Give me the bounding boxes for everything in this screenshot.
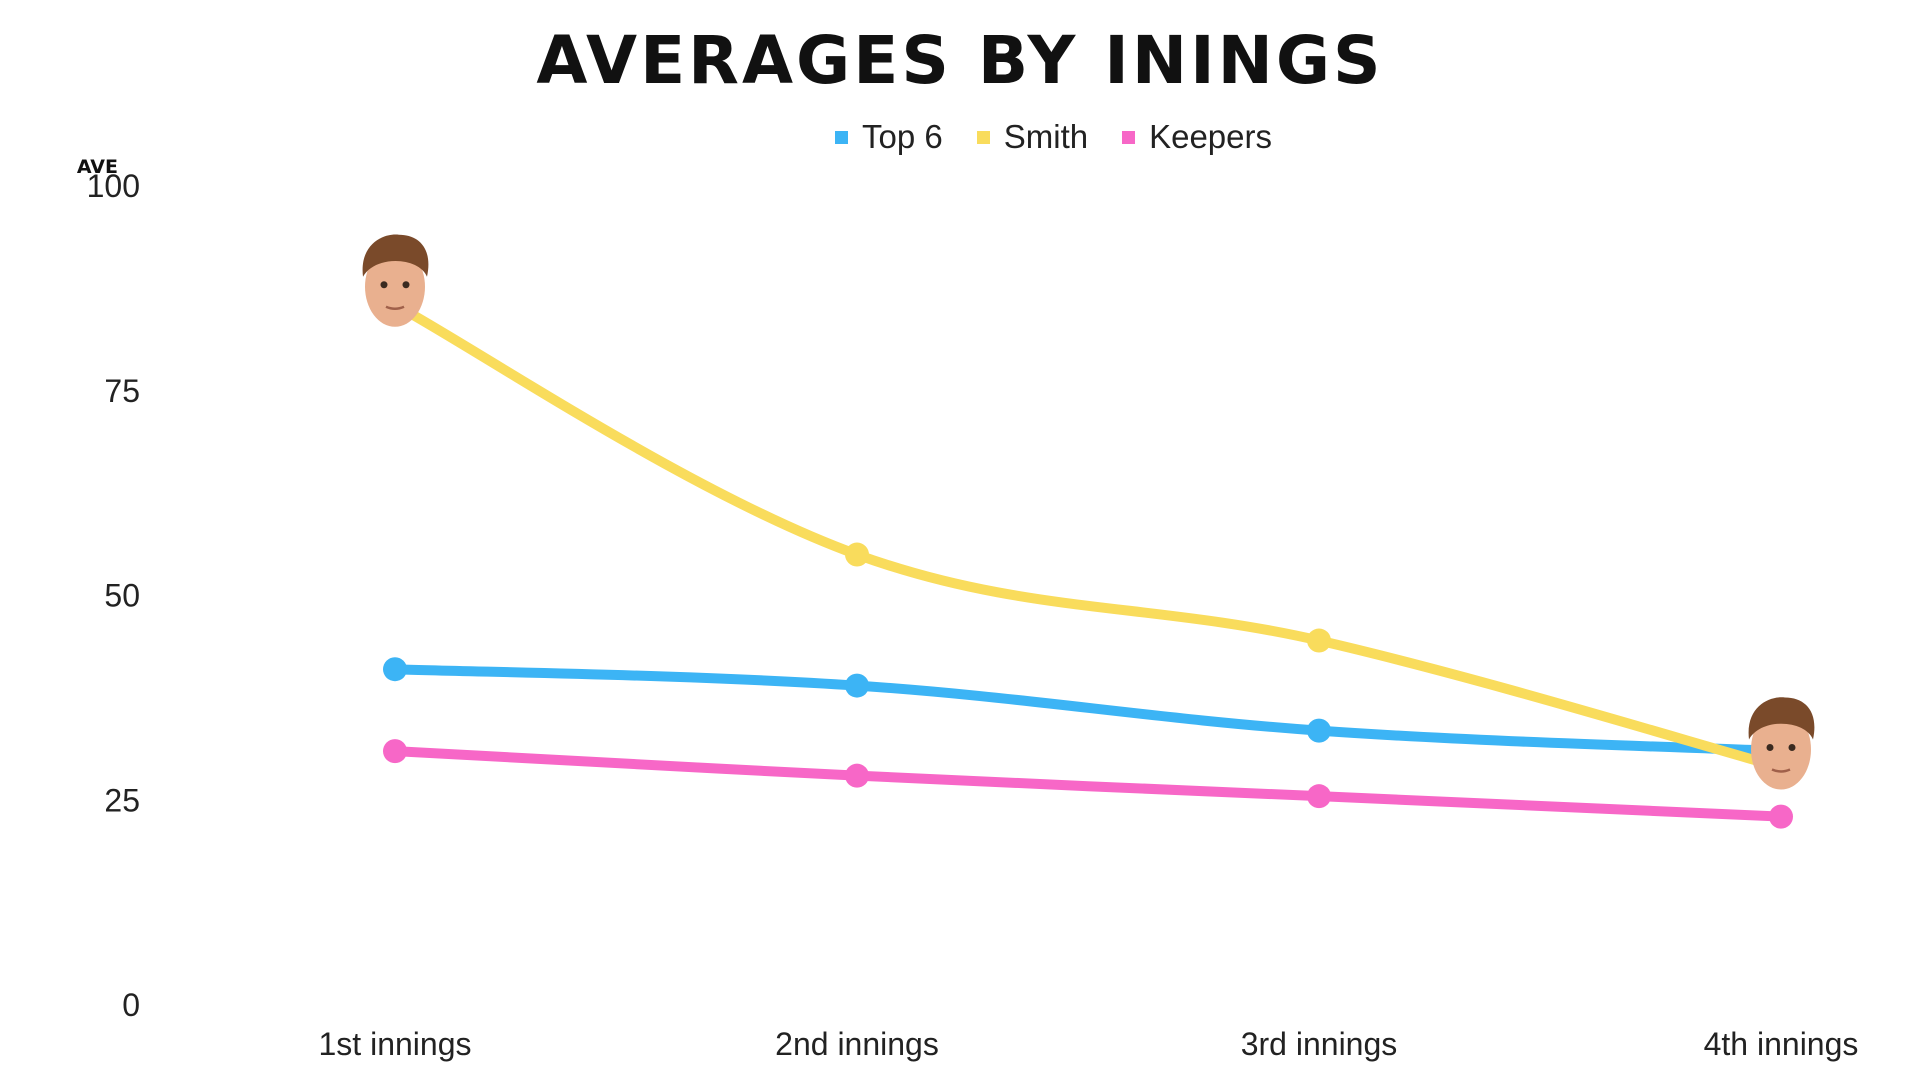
y-tick-label: 100 [87,168,140,204]
y-tick-label: 0 [122,987,140,1023]
face-eye [1766,743,1774,751]
data-point-top6 [845,673,869,698]
series-layer [383,292,1793,829]
x-tick-label: 4th innings [1704,1026,1859,1062]
data-point-top6 [383,657,407,682]
series-line-smith [390,299,1786,773]
x-tick-label: 1st innings [319,1026,472,1062]
y-axis-ticks: 0 25 50 75 100 [87,168,140,1023]
face-mouth [1771,768,1791,773]
y-axis-label: AVE [77,156,118,178]
chart-title: AVERAGES BY ININGS [536,22,1384,99]
legend-item-smith: Smith [976,118,1089,156]
legend-label-top6: Top 6 [862,118,943,155]
legend-swatch-smith [976,130,990,144]
y-tick-label: 50 [104,578,140,614]
face-icons-layer [362,234,1815,790]
y-tick-label: 25 [104,782,140,818]
x-tick-label: 2nd innings [775,1026,939,1062]
data-point-smith [1307,628,1331,653]
legend: Top 6 Smith Keepers [835,118,1272,156]
data-point-top6 [1307,718,1331,743]
series-line-top6 [390,664,1786,757]
face-hair [1748,697,1815,740]
y-tick-label: 75 [104,373,140,409]
player-face-icon [362,234,429,327]
face-eye [380,281,388,289]
legend-label-keepers: Keepers [1149,118,1273,155]
series-line-keepers [390,746,1786,822]
x-axis-ticks: 1st innings 2nd innings 3rd innings 4th inn… [319,1026,1859,1062]
legend-swatch-top6 [835,130,848,144]
face-mouth [385,305,405,311]
face-eye [1788,743,1796,751]
data-point-keepers [1307,784,1331,809]
data-point-keepers [1769,804,1793,829]
legend-item-top6: Top 6 [835,118,943,156]
face-skin [1751,709,1811,790]
data-point-smith [845,542,869,567]
data-point-keepers [383,739,407,764]
legend-label-smith: Smith [1003,118,1089,155]
face-hair [362,234,429,277]
face-eye [402,281,410,289]
face-skin [365,246,425,327]
legend-item-keepers: Keepers [1122,118,1272,156]
data-point-keepers [845,763,869,788]
x-tick-label: 3rd innings [1241,1026,1398,1062]
legend-swatch-keepers [1122,130,1136,144]
player-face-icon [1748,697,1815,790]
